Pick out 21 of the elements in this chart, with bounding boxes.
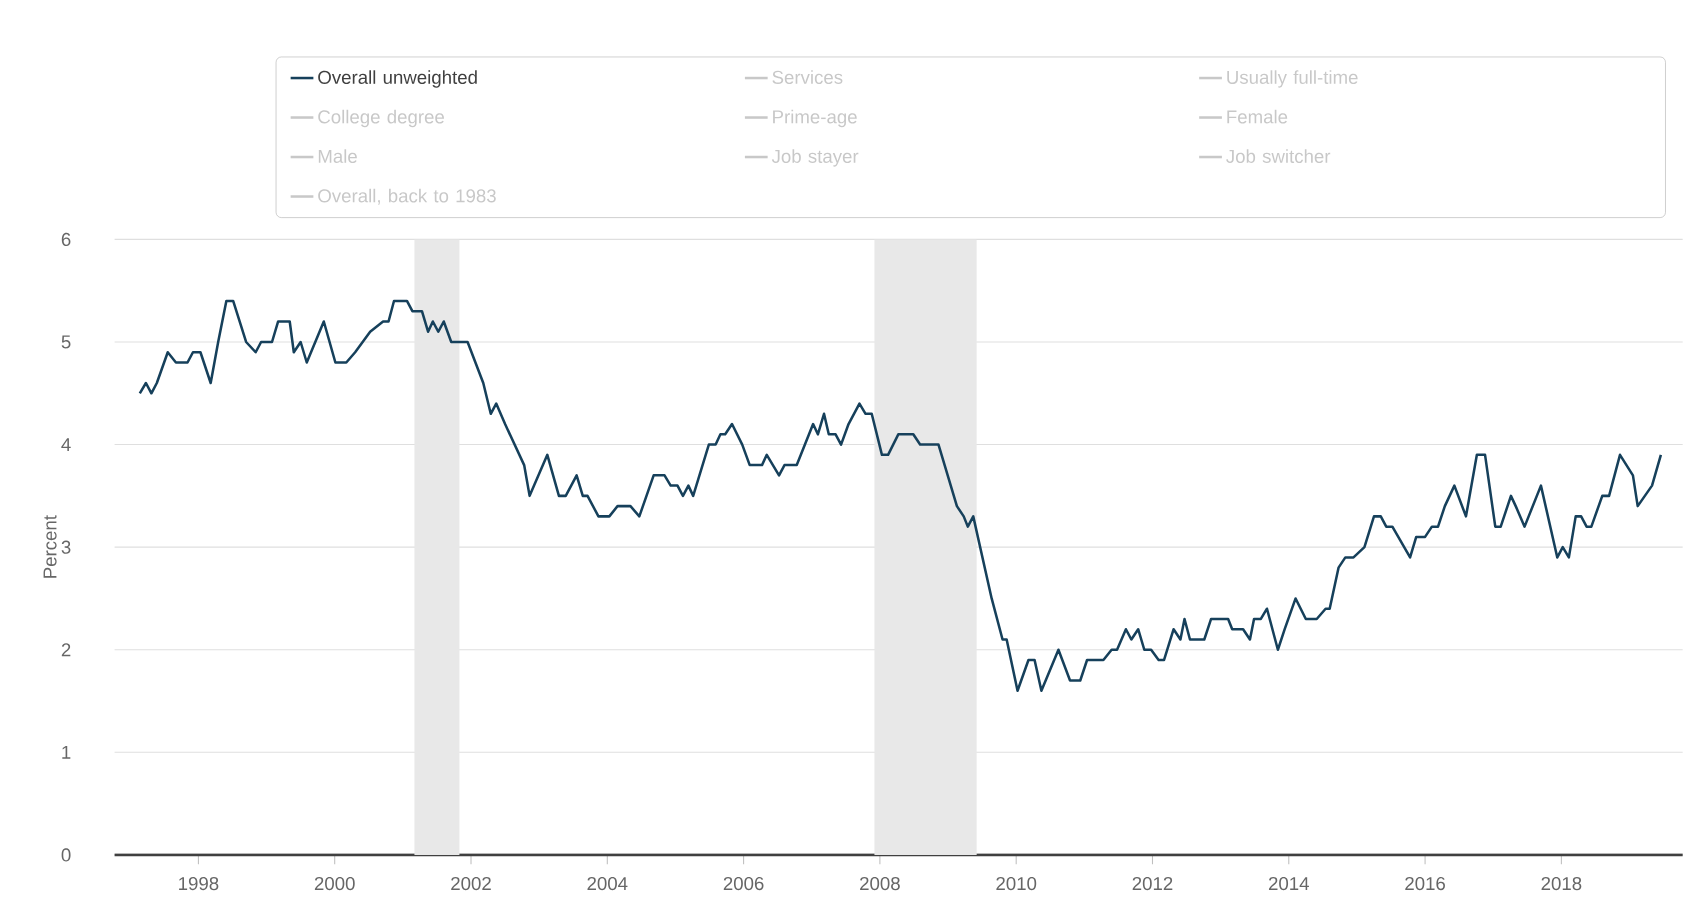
x-tick-label: 2016 <box>1405 877 1445 891</box>
x-tick-label: 1998 <box>179 877 219 891</box>
y-tick-label: 6 <box>61 232 71 247</box>
y-tick-label: 0 <box>61 848 71 862</box>
legend-label: Overall unweighted <box>318 70 477 88</box>
y-axis-title: Percent <box>43 515 57 578</box>
x-tick-label: 2012 <box>1132 877 1173 891</box>
y-tick-label: 4 <box>61 438 71 452</box>
x-tick-label: 2018 <box>1541 877 1582 891</box>
y-tick-label: 5 <box>61 335 71 349</box>
y-tick-label: 3 <box>61 540 71 554</box>
line-series <box>138 299 1663 693</box>
x-tick-label: 2010 <box>996 877 1037 891</box>
x-tick-label: 2006 <box>723 877 764 891</box>
y-tick-label: 1 <box>62 746 71 759</box>
x-tick-label: 2004 <box>587 877 628 891</box>
x-tick-label: 2008 <box>860 877 900 891</box>
x-tick-label: 2000 <box>314 877 355 891</box>
x-tick-label: 2002 <box>451 877 491 891</box>
y-tick-label: 2 <box>61 643 71 657</box>
x-tick-label: 2014 <box>1268 877 1309 891</box>
